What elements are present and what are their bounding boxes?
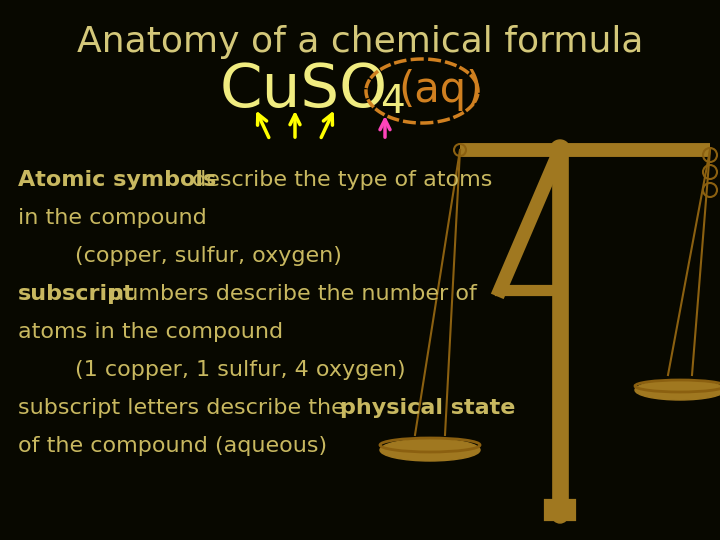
Text: CuSO: CuSO — [220, 60, 388, 119]
Text: of the compound (aqueous): of the compound (aqueous) — [18, 436, 327, 456]
Circle shape — [552, 507, 568, 523]
Text: physical state: physical state — [340, 398, 516, 418]
Text: (aq): (aq) — [398, 69, 482, 111]
Text: subscript letters describe the: subscript letters describe the — [18, 398, 352, 418]
Text: in the compound: in the compound — [18, 208, 207, 228]
Text: (copper, sulfur, oxygen): (copper, sulfur, oxygen) — [18, 246, 342, 266]
Circle shape — [550, 140, 570, 160]
Ellipse shape — [380, 439, 480, 461]
Text: numbers describe the number of: numbers describe the number of — [103, 284, 477, 304]
Text: atoms in the compound: atoms in the compound — [18, 322, 283, 342]
Ellipse shape — [635, 380, 720, 400]
Text: (1 copper, 1 sulfur, 4 oxygen): (1 copper, 1 sulfur, 4 oxygen) — [18, 360, 405, 380]
Text: describe the type of atoms: describe the type of atoms — [185, 170, 492, 190]
Text: Atomic symbols: Atomic symbols — [18, 170, 216, 190]
Text: 4: 4 — [380, 83, 405, 121]
Text: subscript: subscript — [18, 284, 135, 304]
Text: Anatomy of a chemical formula: Anatomy of a chemical formula — [77, 25, 643, 59]
